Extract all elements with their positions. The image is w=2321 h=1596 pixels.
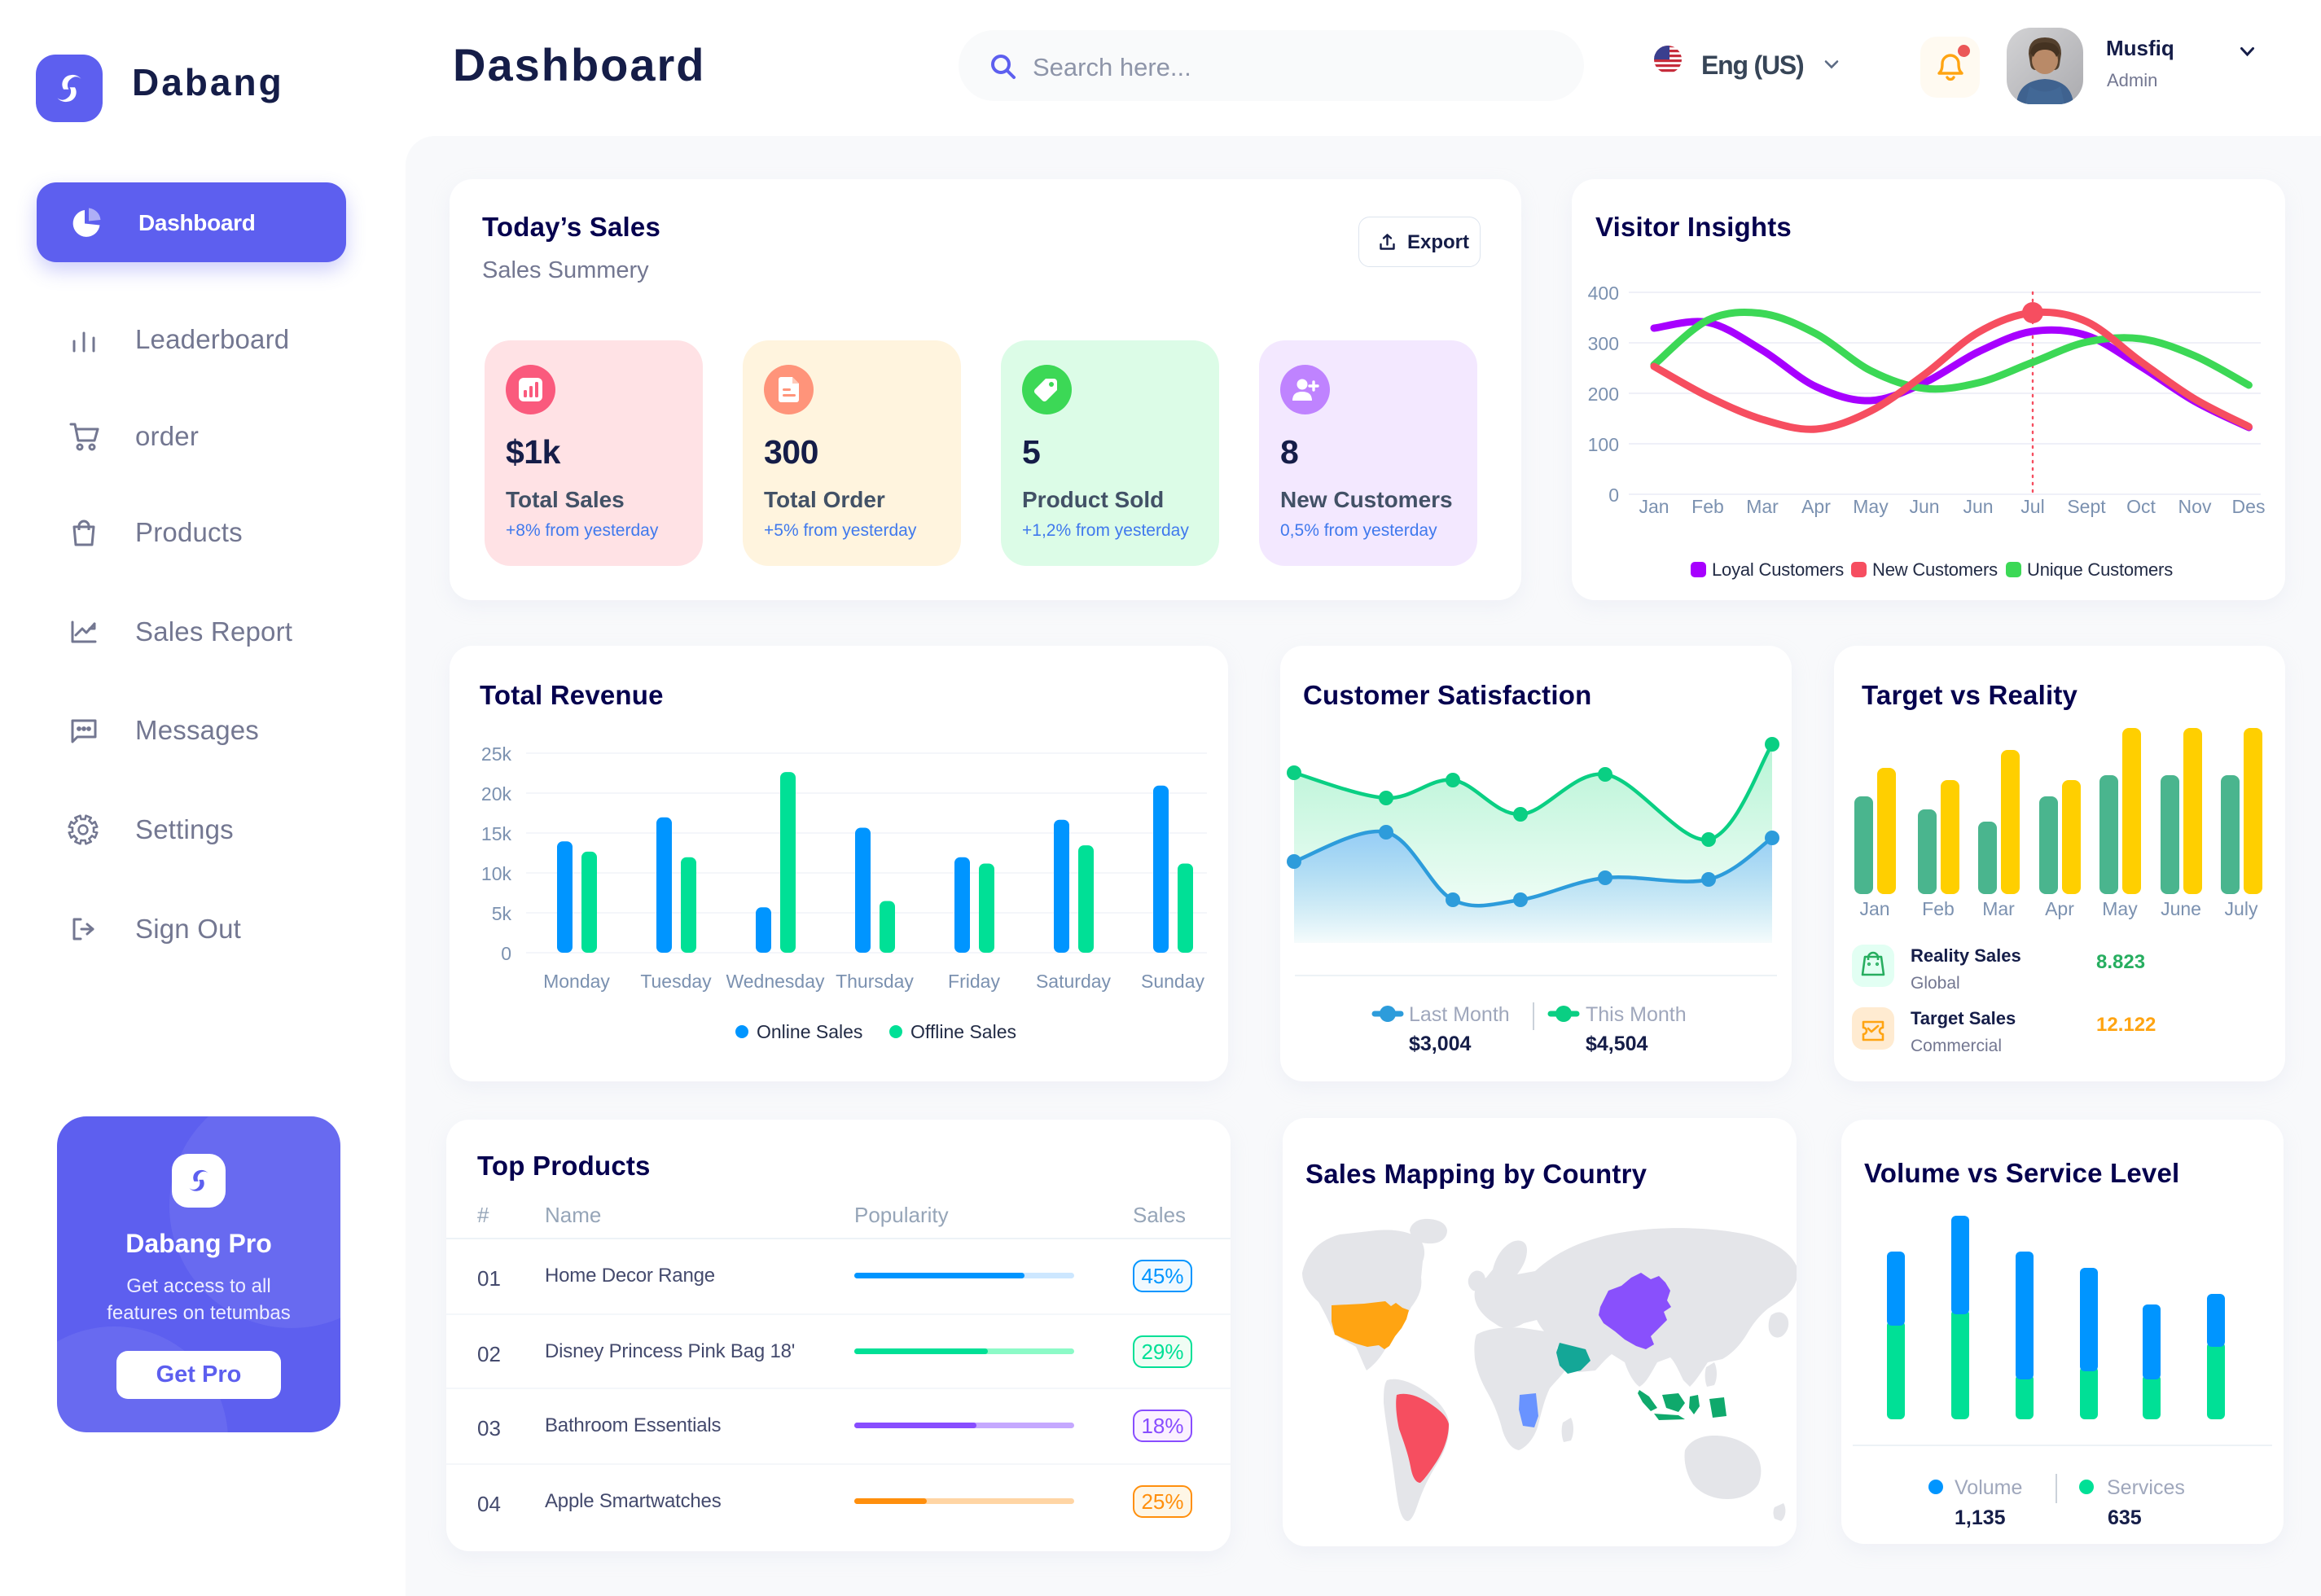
svg-text:12.122: 12.122 [2096,1014,2156,1036]
svg-text:Sunday: Sunday [1141,971,1205,992]
svg-text:Tuesday: Tuesday [640,971,712,992]
svg-text:May: May [1853,496,1889,517]
svg-text:Volume: Volume [1955,1476,2022,1499]
svg-text:15k: 15k [481,823,512,844]
svg-text:Online Sales: Online Sales [757,1021,862,1042]
svg-text:Services: Services [2107,1476,2185,1499]
svg-text:Unique Customers: Unique Customers [2027,559,2173,580]
svg-text:Mar: Mar [1746,496,1779,517]
svg-text:Offline Sales: Offline Sales [910,1021,1016,1042]
svg-text:Jan: Jan [1639,496,1669,517]
svg-text:0: 0 [1608,484,1619,506]
svg-text:Commercial: Commercial [1911,1037,2002,1055]
svg-text:Mar: Mar [1982,898,2015,919]
svg-text:Saturday: Saturday [1036,971,1112,992]
svg-text:Jan: Jan [1859,898,1889,919]
svg-text:July: July [2225,898,2258,919]
svg-text:300: 300 [1588,333,1619,354]
svg-text:200: 200 [1588,384,1619,405]
svg-text:$4,504: $4,504 [1586,1033,1648,1055]
svg-text:635: 635 [2108,1506,2142,1529]
svg-text:Apr: Apr [1801,496,1831,517]
svg-text:June: June [2161,898,2201,919]
svg-text:Thursday: Thursday [836,971,914,992]
svg-text:Global: Global [1911,974,1960,993]
svg-text:Last Month: Last Month [1409,1003,1510,1026]
svg-text:0: 0 [501,943,511,964]
svg-text:100: 100 [1588,434,1619,455]
svg-text:Oct: Oct [2126,496,2156,517]
svg-text:10k: 10k [481,863,512,884]
svg-text:New Customers: New Customers [1872,559,1998,580]
svg-text:Reality Sales: Reality Sales [1911,945,2021,966]
svg-text:5k: 5k [492,903,512,924]
svg-text:Wednesday: Wednesday [726,971,825,992]
svg-text:Monday: Monday [543,971,610,992]
svg-text:Apr: Apr [2045,898,2074,919]
svg-text:Feb: Feb [1691,496,1724,517]
svg-text:25k: 25k [481,743,512,765]
svg-text:Nov: Nov [2178,496,2212,517]
svg-text:Sept: Sept [2067,496,2106,517]
svg-text:Loyal Customers: Loyal Customers [1712,559,1844,580]
svg-text:Des: Des [2232,496,2266,517]
svg-text:This Month: This Month [1586,1003,1687,1026]
svg-text:20k: 20k [481,783,512,805]
svg-text:$3,004: $3,004 [1409,1033,1472,1055]
svg-text:Jul: Jul [2020,496,2044,517]
svg-text:Feb: Feb [1922,898,1955,919]
svg-text:Target Sales: Target Sales [1911,1008,2016,1028]
svg-text:Jun: Jun [1963,496,1993,517]
svg-text:400: 400 [1588,283,1619,304]
svg-text:May: May [2102,898,2138,919]
svg-text:8.823: 8.823 [2096,951,2145,973]
svg-text:Jun: Jun [1909,496,1939,517]
svg-text:1,135: 1,135 [1955,1506,2006,1529]
svg-text:Friday: Friday [948,971,1000,992]
